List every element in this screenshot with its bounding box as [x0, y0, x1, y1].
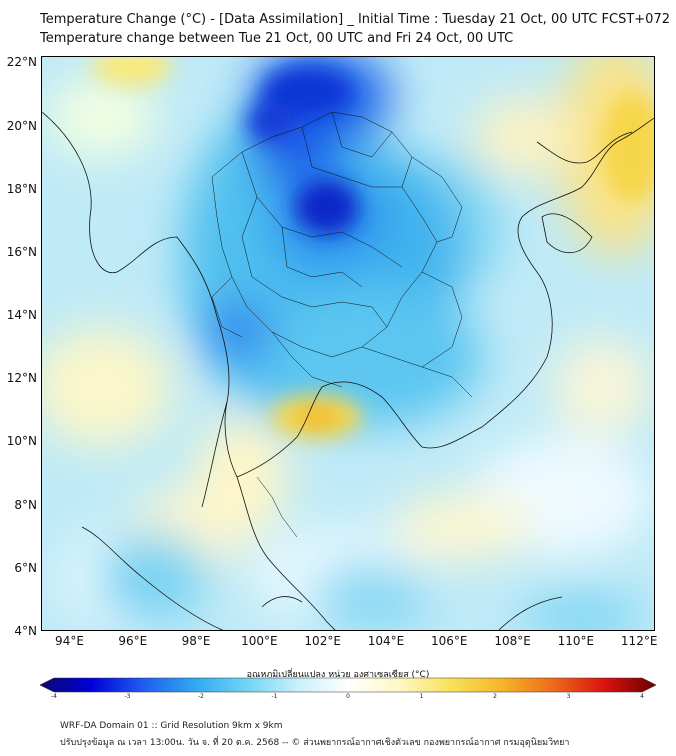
lat-tick-label: 20°N: [6, 118, 37, 133]
colorbar-label: อุณหภูมิเปลี่ยนแปลง หน่วย องศาเซลเซียส (…: [246, 670, 430, 680]
lon-tick-label: 94°E: [55, 634, 84, 648]
colorbar-tick-label: -3: [124, 693, 131, 700]
map-panel: [41, 56, 655, 631]
lon-tick-label: 112°E: [620, 634, 658, 648]
province-borders: [211, 111, 473, 538]
lon-tick-label: 102°E: [304, 634, 341, 648]
map-canvas: [42, 57, 654, 630]
lat-tick-label: 4°N: [14, 624, 37, 638]
lat-tick-label: 6°N: [14, 560, 37, 575]
colorbar: [40, 677, 656, 693]
lat-tick-label: 14°N: [6, 308, 37, 323]
lat-tick-label: 16°N: [6, 244, 37, 259]
temperature-extremes: [92, 57, 654, 439]
lat-tick-label: 8°N: [14, 497, 37, 512]
footer-credit: ปรับปรุงข้อมูล ณ เวลา 13:00น. วัน จ. ที่…: [60, 738, 570, 748]
colorbar-tick-label: -4: [51, 693, 57, 700]
colorbar-tick-label: 0: [346, 693, 350, 700]
colorbar-tick-label: 1: [419, 693, 424, 700]
colorbar-tick-label: 4: [640, 693, 644, 700]
colorbar-tick-label: 3: [566, 693, 571, 700]
map-subtitle: Temperature change between Tue 21 Oct, 0…: [40, 31, 514, 46]
footer-model-info: WRF-DA Domain 01 :: Grid Resolution 9km …: [60, 721, 283, 731]
colorbar-tick-label: -1: [271, 693, 278, 700]
lat-tick-label: 12°N: [6, 371, 37, 386]
lon-tick-label: 100°E: [241, 634, 278, 648]
lon-tick-label: 106°E: [431, 634, 468, 648]
lon-tick-label: 98°E: [181, 634, 211, 648]
lat-tick-label: 18°N: [6, 181, 37, 196]
lat-tick-label: 10°N: [6, 434, 37, 449]
colorbar-tick-label: 2: [493, 693, 497, 700]
lon-tick-label: 110°E: [557, 634, 595, 648]
lon-tick-label: 108°E: [494, 634, 531, 648]
colorbar-tick-label: -2: [198, 693, 204, 700]
lon-tick-label: 96°E: [118, 634, 148, 648]
lat-tick-label: 22°N: [6, 55, 37, 70]
coastlines: [42, 111, 654, 630]
colorbar-scale: [40, 677, 656, 693]
lon-tick-label: 104°E: [367, 634, 405, 648]
map-title: Temperature Change (°C) - [Data Assimila…: [40, 12, 670, 27]
